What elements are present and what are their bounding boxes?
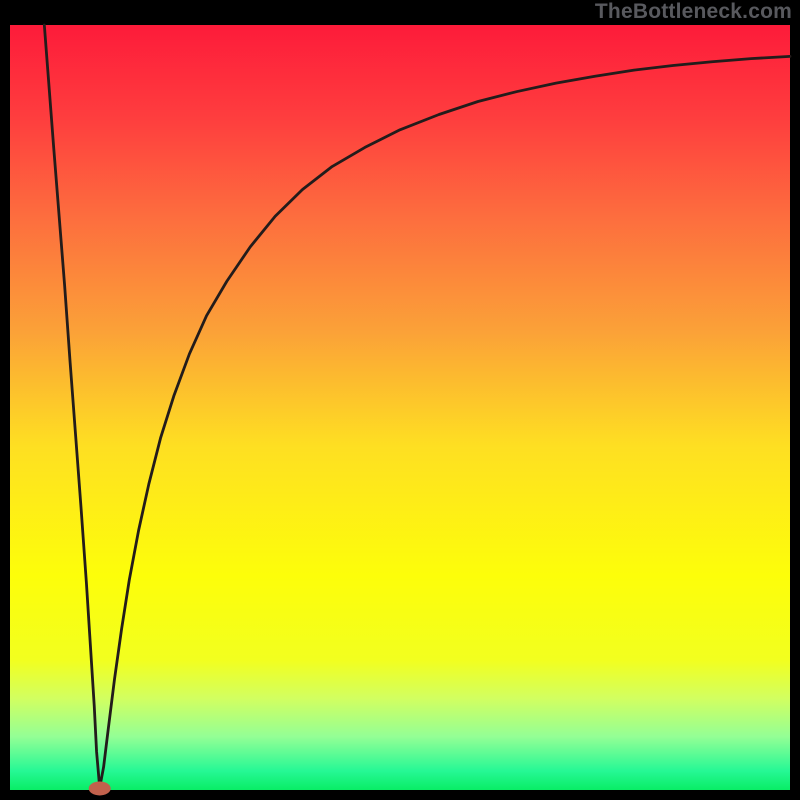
watermark-text: TheBottleneck.com <box>595 0 792 24</box>
chart-gradient-background <box>10 25 790 790</box>
bottleneck-chart-svg <box>0 0 800 800</box>
bottleneck-minimum-marker <box>89 781 111 795</box>
chart-container: TheBottleneck.com <box>0 0 800 800</box>
